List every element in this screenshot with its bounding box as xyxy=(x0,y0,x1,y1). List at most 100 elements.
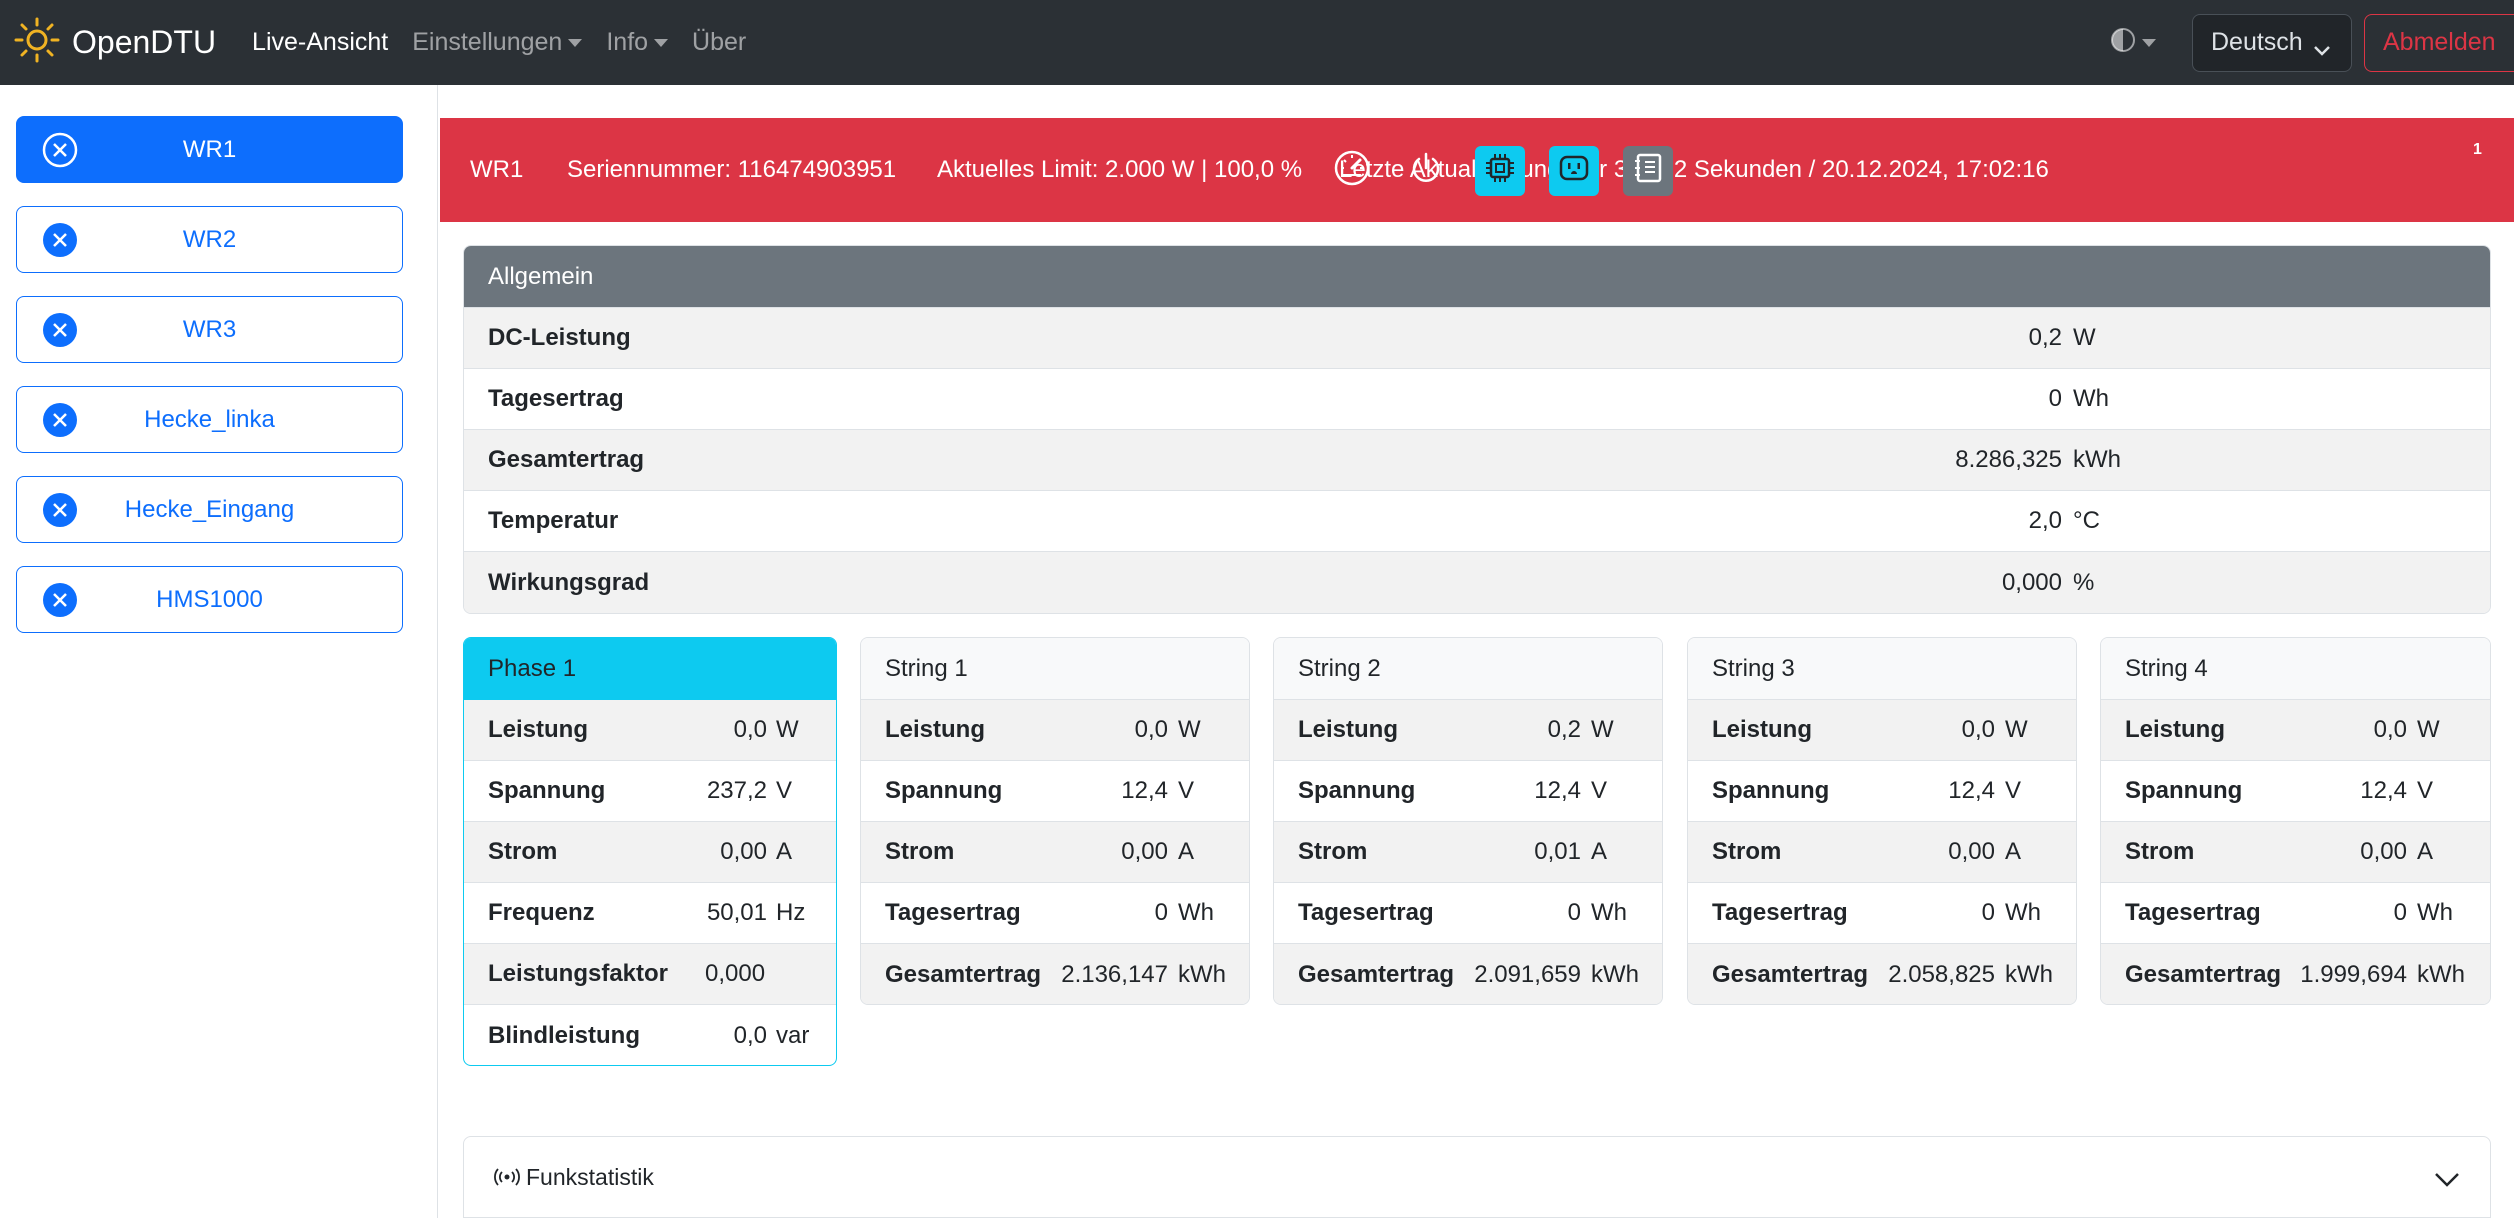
inverter-tab-label: WR3 xyxy=(182,315,237,343)
row-label: Wirkungsgrad xyxy=(488,568,650,596)
row-label: Leistung xyxy=(885,716,985,743)
row-unit: W xyxy=(2073,324,2096,351)
row-unit: kWh xyxy=(2005,960,2053,988)
row-label: Leistung xyxy=(488,716,588,743)
row-unit: W xyxy=(2417,716,2440,743)
row-unit: W xyxy=(1178,716,1201,743)
row-value: 12,4 xyxy=(1121,777,1168,804)
string-card-title: String 2 xyxy=(1274,638,1662,700)
row-unit: var xyxy=(776,1021,810,1049)
close-circle-icon xyxy=(42,582,78,625)
power-control-button[interactable] xyxy=(1401,146,1451,196)
close-circle-icon xyxy=(42,402,78,445)
current-limit: Aktuelles Limit: 2.000 W | 100,0 % xyxy=(937,156,1303,183)
string-row: Strom 0,01 A xyxy=(1274,822,1662,883)
inverter-header: WR1 Seriennummer: 116474903951 Aktuelles… xyxy=(440,118,2514,222)
caret-down-icon xyxy=(2142,38,2156,47)
row-label: Strom xyxy=(2125,838,2195,865)
string-card-title: String 4 xyxy=(2101,638,2490,700)
row-unit: Wh xyxy=(1591,899,1627,926)
row-unit: Wh xyxy=(1178,899,1214,926)
nav-settings[interactable]: Einstellungen xyxy=(412,28,583,57)
inverter-tab-label: HMS1000 xyxy=(156,585,263,613)
radio-stats-accordion[interactable]: Funkstatistik xyxy=(463,1136,2491,1218)
row-label: Gesamtertrag xyxy=(1712,960,1869,988)
row-value: 0,000 xyxy=(705,960,766,987)
row-value: 2,0 xyxy=(2028,507,2062,534)
chevron-down-icon xyxy=(2434,1167,2460,1194)
string-card-1: String 1 Leistung 0,0 W Spannung 12,4 V Stro… xyxy=(860,637,1250,1005)
row-value: 2.058,825 xyxy=(1888,960,1995,988)
row-unit: kWh xyxy=(2417,960,2465,988)
general-row-temperature: Temperatur 2,0 °C xyxy=(464,491,2490,552)
close-circle-icon xyxy=(42,132,78,175)
row-value: 0,0 xyxy=(733,1021,767,1049)
row-label: DC-Leistung xyxy=(488,324,631,351)
row-unit: A xyxy=(2005,838,2022,865)
theme-toggle[interactable] xyxy=(2110,27,2156,58)
nav-about[interactable]: Über xyxy=(692,28,747,56)
string-row: Spannung 12,4 V xyxy=(861,761,1249,822)
phase-card-title: Phase 1 xyxy=(464,638,836,700)
string-row: Leistung 0,0 W xyxy=(1688,700,2076,761)
inverter-tab-hms1000[interactable]: HMS1000 xyxy=(16,566,403,633)
device-info-button[interactable] xyxy=(1475,146,1525,196)
row-label: Spannung xyxy=(1298,777,1416,804)
logout-button[interactable]: Abmelden xyxy=(2364,13,2514,72)
close-circle-icon xyxy=(42,312,78,355)
caret-down-icon xyxy=(654,38,669,47)
close-circle-icon xyxy=(42,492,78,535)
inverter-tab-hecke-linka[interactable]: Hecke_linka xyxy=(16,386,403,453)
inverter-tab-wr2[interactable]: WR2 xyxy=(16,206,403,273)
brand[interactable]: OpenDTU xyxy=(14,17,216,68)
string-row: Gesamtertrag 2.136,147 kWh xyxy=(861,944,1249,1004)
row-value: 0,0 xyxy=(2373,716,2407,743)
row-unit: W xyxy=(2005,716,2028,743)
row-unit: W xyxy=(776,716,799,743)
inverter-tab-hecke-eingang[interactable]: Hecke_Eingang xyxy=(16,476,403,543)
inverter-tab-wr3[interactable]: WR3 xyxy=(16,296,403,363)
row-label: Leistung xyxy=(1712,716,1812,743)
nav-live-view[interactable]: Live-Ansicht xyxy=(252,28,389,56)
event-count-badge: 1 xyxy=(2473,141,2482,158)
row-value: 0,2 xyxy=(1547,716,1581,743)
string-row: Tagesertrag 0 Wh xyxy=(1274,883,1662,944)
language-select[interactable]: Deutsch xyxy=(2192,13,2352,72)
string-row: Strom 0,00 A xyxy=(2101,822,2490,883)
row-unit: Wh xyxy=(2073,385,2109,412)
string-row: Gesamtertrag 2.091,659 kWh xyxy=(1274,944,1662,1004)
row-value: 237,2 xyxy=(706,777,767,804)
row-label: Frequenz xyxy=(488,899,595,926)
row-unit: V xyxy=(1591,777,1608,804)
row-label: Tagesertrag xyxy=(885,899,1021,926)
row-unit: °C xyxy=(2073,507,2100,534)
language-select-value: Deutsch xyxy=(2211,28,2303,56)
row-value: 0,0 xyxy=(733,716,767,743)
nav-info[interactable]: Info xyxy=(606,28,669,57)
row-unit: kWh xyxy=(1178,960,1226,988)
string-row: Tagesertrag 0 Wh xyxy=(861,883,1249,944)
row-value: 2.136,147 xyxy=(1061,960,1168,988)
string-row: Tagesertrag 0 Wh xyxy=(2101,883,2490,944)
event-log-button[interactable] xyxy=(1623,146,1673,196)
inverter-tab-wr1[interactable]: WR1 xyxy=(16,116,403,183)
row-value: 8.286,325 xyxy=(1955,446,2062,473)
row-label: Strom xyxy=(1298,838,1368,865)
general-card: Allgemein DC-Leistung 0,2 W Tagesertrag … xyxy=(463,245,2491,614)
general-card-title: Allgemein xyxy=(464,246,2490,308)
string-card-title: String 3 xyxy=(1688,638,2076,700)
row-label: Temperatur xyxy=(488,507,619,534)
general-row-efficiency: Wirkungsgrad 0,000 % xyxy=(464,552,2490,613)
limit-settings-button[interactable] xyxy=(1327,146,1377,196)
phase-row: Leistungsfaktor 0,000 xyxy=(464,944,836,1005)
grid-profile-button[interactable] xyxy=(1549,146,1599,196)
row-label: Strom xyxy=(885,838,955,865)
row-value: 0,0 xyxy=(1134,716,1168,743)
row-label: Gesamtertrag xyxy=(2125,960,2282,988)
general-row-total-yield: Gesamtertrag 8.286,325 kWh xyxy=(464,430,2490,491)
row-value: 0 xyxy=(1154,899,1168,926)
row-label: Spannung xyxy=(885,777,1003,804)
caret-down-icon xyxy=(568,38,583,47)
string-card-4: String 4 Leistung 0,0 W Spannung 12,4 V Stro… xyxy=(2100,637,2491,1005)
row-value: 50,01 xyxy=(706,899,767,926)
